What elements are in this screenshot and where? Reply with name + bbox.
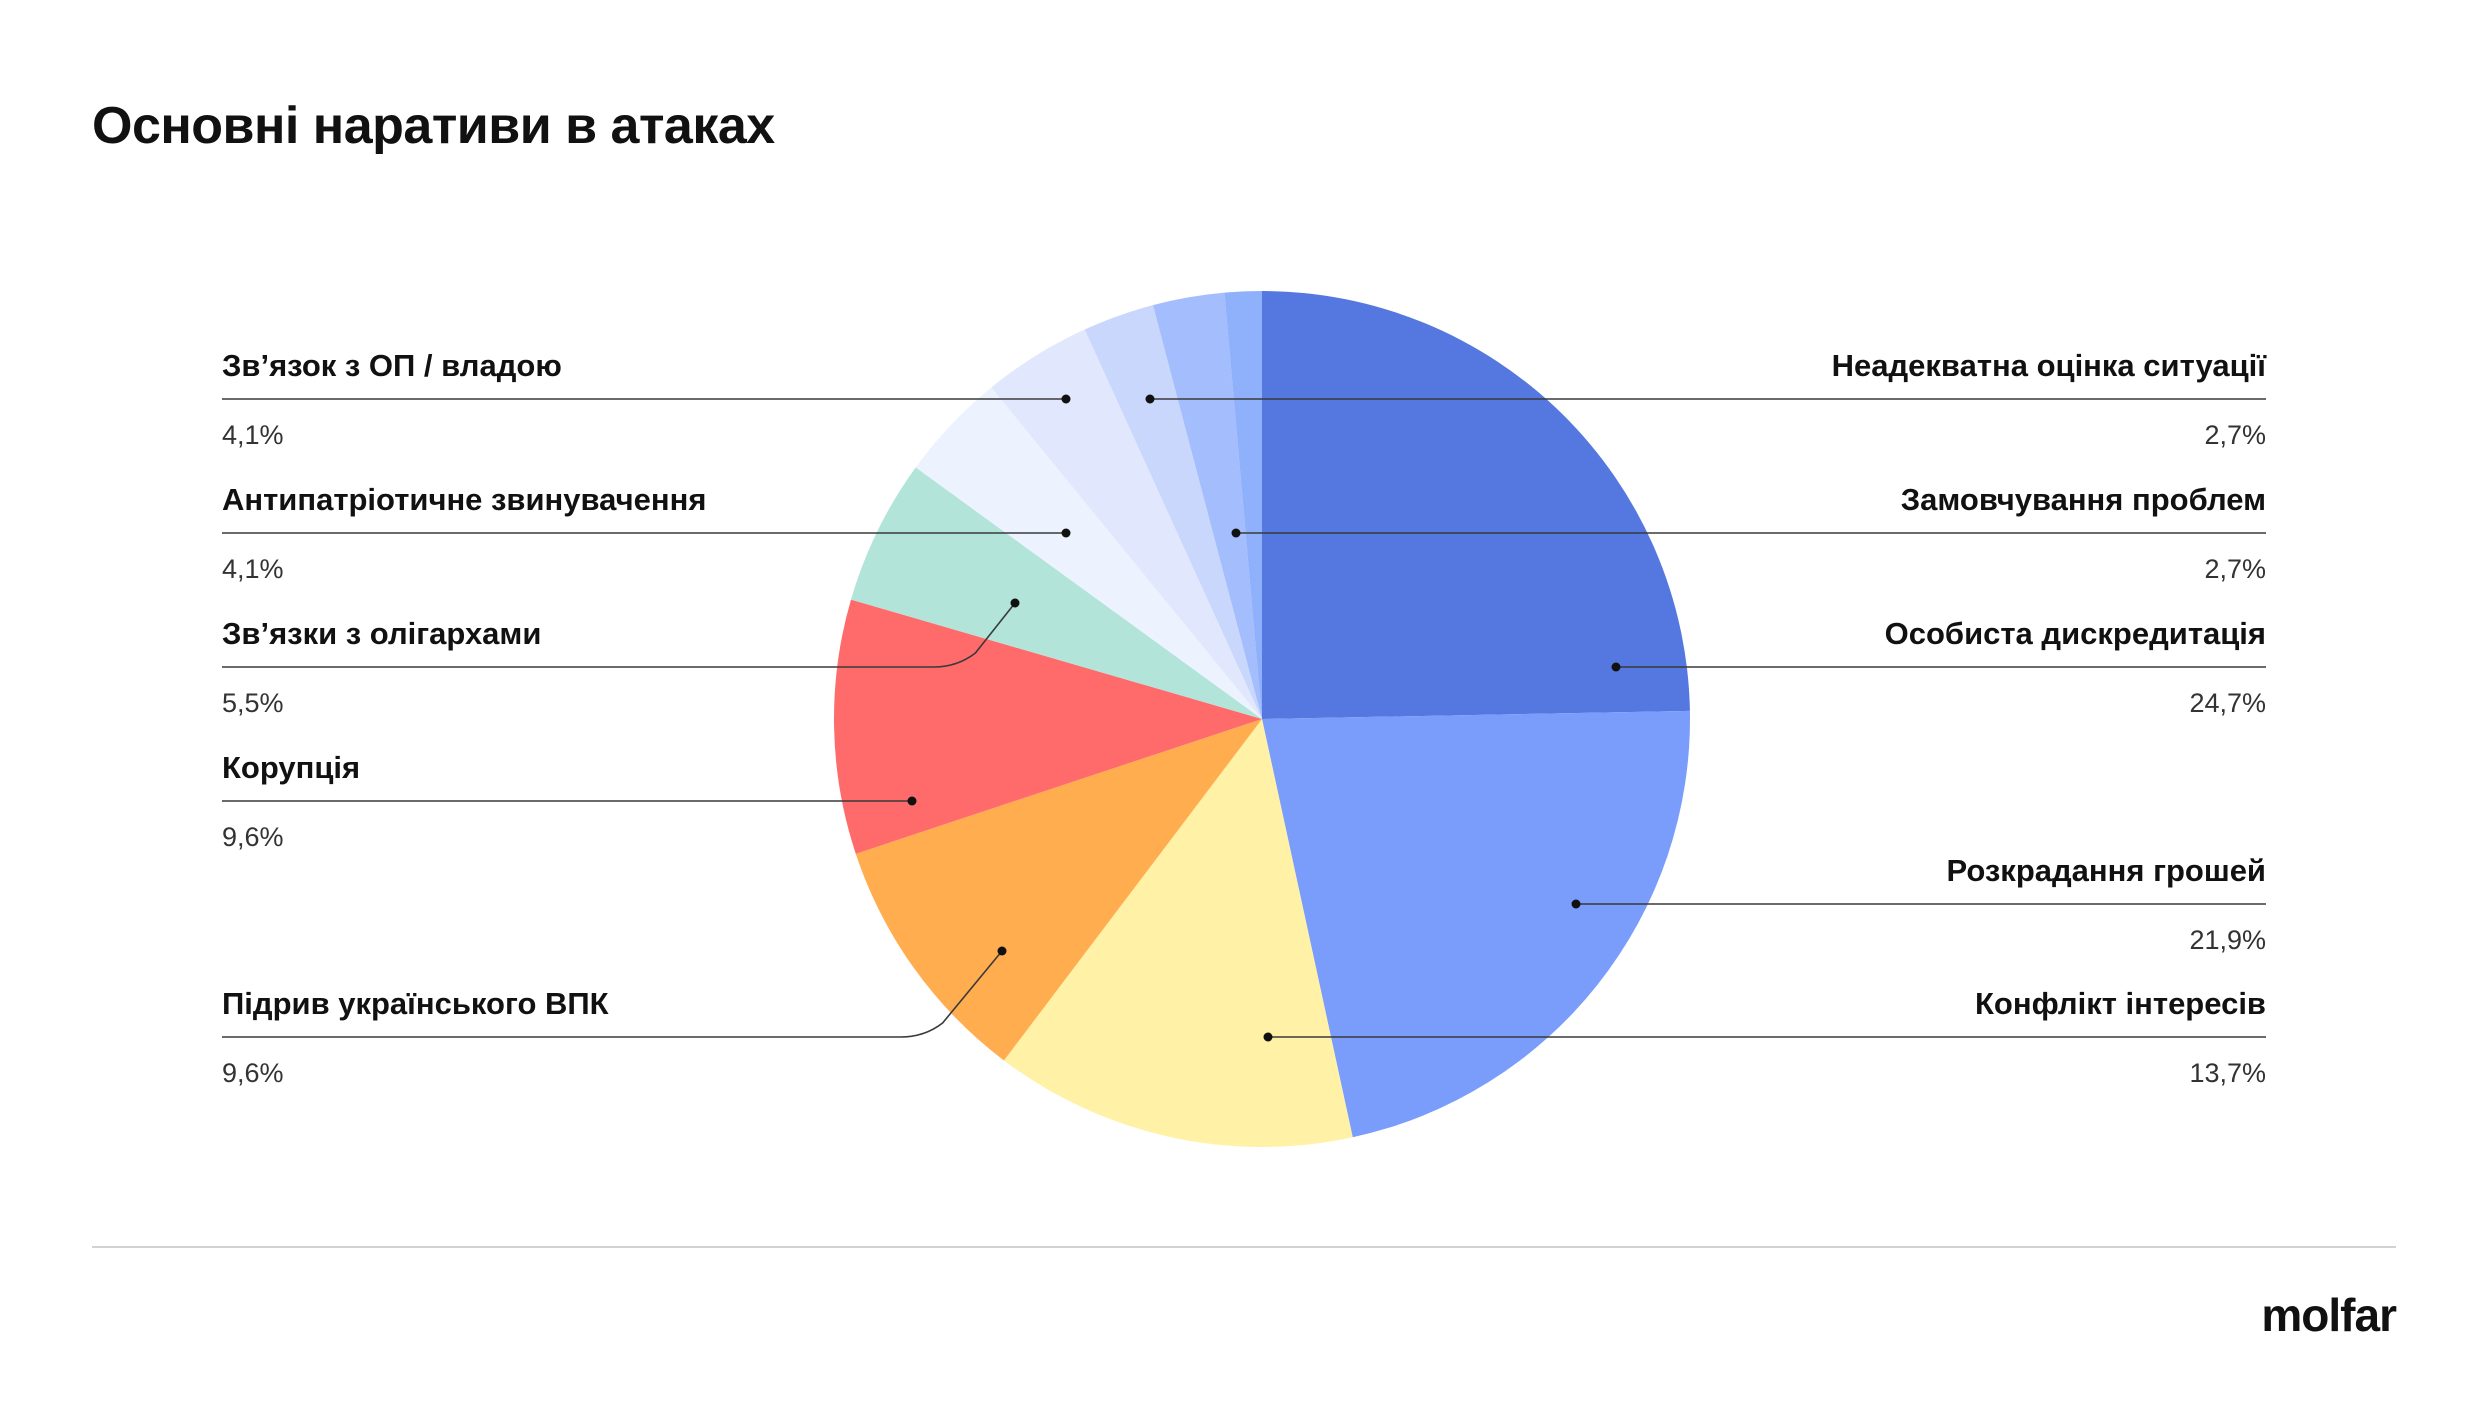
pie-slice-1 [1262, 710, 1690, 1138]
slice-label-2: Конфлікт інтересів [1975, 986, 2266, 1021]
callout-dot-0 [1611, 662, 1621, 672]
callout-dot-7 [1061, 394, 1071, 404]
slice-value-6: 4,1% [222, 554, 284, 584]
pie-slice-8 [1084, 305, 1262, 719]
slice-value-4: 9,6% [222, 822, 284, 852]
pie-slice-6 [915, 387, 1262, 719]
callout-dot-4 [907, 796, 917, 806]
callout-dot-1 [1571, 899, 1581, 909]
footer-divider [92, 1246, 2396, 1248]
callout-line-5 [222, 602, 1016, 668]
slice-value-8: 2,7% [2204, 420, 2266, 450]
slice-label-3: Підрив українського ВПК [222, 986, 609, 1021]
pie-slice-10 [1224, 291, 1262, 719]
slice-label-7: Зв’язок з ОП / владою [222, 348, 562, 383]
slice-value-2: 13,7% [2189, 1058, 2266, 1088]
slice-label-6: Антипатріотичне звинувачення [222, 482, 706, 517]
callout-dot-8 [1145, 394, 1155, 404]
pie-slice-5 [850, 467, 1262, 719]
slice-label-1: Розкрадання грошей [1946, 853, 2266, 888]
pie-slices [834, 291, 1690, 1147]
pie-slice-7 [991, 329, 1262, 719]
callout-dot-9 [1231, 528, 1241, 538]
slice-value-5: 5,5% [222, 688, 284, 718]
pie-slice-0 [1262, 291, 1690, 719]
slice-label-5: Зв’язки з олігархами [222, 616, 541, 651]
pie-slice-4 [834, 599, 1262, 854]
chart-title: Основні наративи в атаках [92, 97, 775, 155]
slice-value-9: 2,7% [2204, 554, 2266, 584]
slice-label-8: Неадекватна оцінка ситуації [1832, 348, 2268, 383]
callout-dot-3 [997, 946, 1007, 956]
callout-dot-2 [1263, 1032, 1273, 1042]
slice-label-0: Особиста дискредитація [1885, 616, 2266, 651]
callout-dot-5 [1010, 598, 1020, 608]
pie-slice-3 [855, 719, 1262, 1061]
pie-callouts: Особиста дискредитація 24,7% Розкрадання г… [222, 348, 2267, 1088]
slice-value-0: 24,7% [2189, 688, 2266, 718]
slice-value-1: 21,9% [2189, 925, 2266, 955]
slice-label-4: Корупція [222, 750, 360, 785]
slice-value-7: 4,1% [222, 420, 284, 450]
callout-dot-6 [1061, 528, 1071, 538]
brand-logo: molfar [2261, 1289, 2397, 1341]
callout-line-3 [222, 950, 1003, 1038]
slice-label-9: Замовчування проблем [1901, 482, 2266, 517]
slice-value-3: 9,6% [222, 1058, 284, 1088]
